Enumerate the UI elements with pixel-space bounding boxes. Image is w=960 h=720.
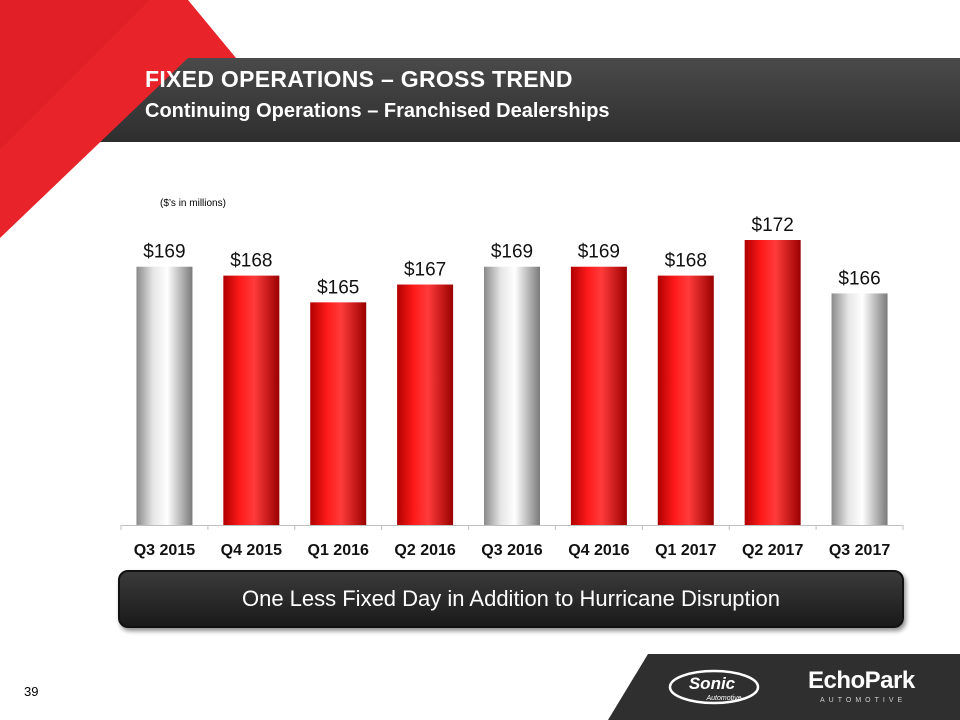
data-label-q2-2016: $167	[404, 260, 446, 281]
units-note: ($’s in millions)	[160, 198, 226, 209]
bar-q1-2017	[657, 275, 714, 525]
page-title: FIXED OPERATIONS – GROSS TREND	[145, 66, 573, 92]
data-label-q3-2017: $166	[838, 268, 880, 289]
echopark-logo-sub: AUTOMOTIVE	[820, 697, 907, 704]
x-tick-label-q1-2016: Q1 2016	[308, 542, 369, 559]
header-band	[0, 0, 960, 238]
data-label-q2-2017: $172	[752, 215, 794, 236]
footer-band	[608, 654, 960, 720]
sonic-automotive-logo: Sonic Automotive	[668, 669, 760, 705]
x-tick-label-q2-2017: Q2 2017	[742, 542, 803, 559]
bar-q1-2016	[310, 302, 367, 525]
callout-text: One Less Fixed Day in Addition to Hurric…	[241, 586, 781, 611]
x-tick-label-q4-2015: Q4 2015	[221, 542, 282, 559]
sonic-logo-sub: Automotive	[705, 695, 741, 702]
callout-box: One Less Fixed Day in Addition to Hurric…	[118, 570, 904, 628]
page-number: 39	[24, 684, 39, 699]
sonic-logo-swoosh	[668, 669, 760, 705]
x-tick-label-q1-2017: Q1 2017	[655, 542, 716, 559]
data-label-q3-2016: $169	[491, 242, 533, 263]
bar-q4-2015	[223, 275, 280, 525]
x-tick-label-q3-2016: Q3 2016	[481, 542, 542, 559]
data-label-q3-2015: $169	[143, 242, 185, 263]
x-tick-label-q3-2015: Q3 2015	[134, 542, 195, 559]
sonic-logo-name: Sonic	[689, 674, 736, 693]
data-label-q1-2016: $165	[317, 277, 359, 298]
x-tick-label-q2-2016: Q2 2016	[394, 542, 455, 559]
bar-q3-2016	[484, 266, 540, 525]
echopark-logo-name: EchoPark	[808, 667, 915, 694]
x-tick-label-q4-2016: Q4 2016	[568, 542, 629, 559]
bar-q2-2016	[397, 284, 454, 525]
footer-dark-band	[608, 654, 960, 720]
data-label-q4-2015: $168	[230, 251, 272, 272]
bar-q3-2015	[136, 266, 193, 525]
page-subtitle: Continuing Operations – Franchised Deale…	[145, 100, 610, 122]
bar-q3-2017	[831, 293, 888, 525]
echopark-automotive-logo: EchoPark AUTOMOTIVE	[806, 665, 915, 709]
data-label-q1-2017: $168	[665, 251, 707, 272]
data-label-q4-2016: $169	[578, 242, 620, 263]
header-red-accent	[0, 0, 236, 238]
x-tick-label-q3-2017: Q3 2017	[829, 542, 890, 559]
bar-q2-2017	[744, 240, 801, 525]
header-red-accent-shade	[0, 0, 150, 150]
bar-q4-2016	[570, 266, 627, 525]
